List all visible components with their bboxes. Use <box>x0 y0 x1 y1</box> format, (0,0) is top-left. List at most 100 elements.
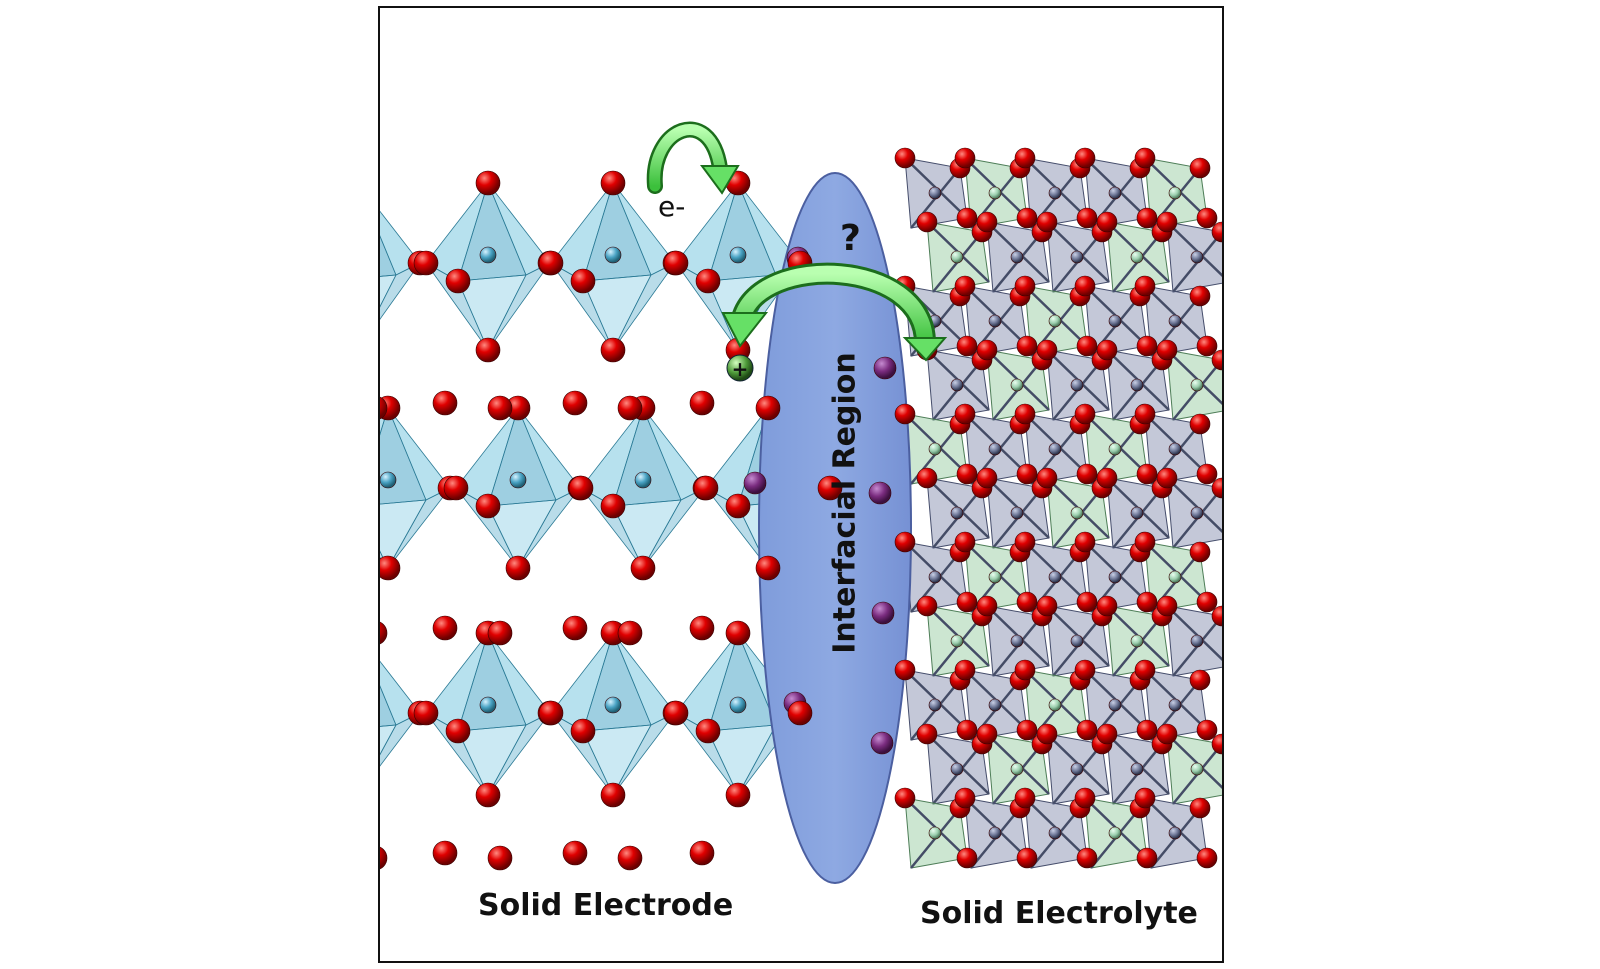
oxygen-atom <box>894 787 916 809</box>
oxygen-atom <box>1076 207 1098 229</box>
oxygen-atom <box>916 595 938 617</box>
oxygen-atom <box>1156 467 1178 489</box>
oxygen-atom <box>487 395 513 421</box>
interface-ion <box>868 481 892 505</box>
cation-sphere-icon: + <box>726 354 754 382</box>
electrolyte-gray-atom <box>1108 314 1122 328</box>
oxygen-atom <box>956 335 978 357</box>
oxygen-atom <box>787 700 813 726</box>
oxygen-atom <box>1036 595 1058 617</box>
interface-ion <box>870 731 894 755</box>
oxygen-atom <box>954 659 976 681</box>
electrolyte-gray-atom <box>1130 762 1144 776</box>
oxygen-atom <box>1211 349 1222 371</box>
electrolyte-gray-atom <box>1168 442 1182 456</box>
oxygen-atom <box>475 782 501 808</box>
oxygen-atom <box>1074 275 1096 297</box>
electrolyte-gray-atom <box>988 442 1002 456</box>
oxygen-atom <box>432 390 458 416</box>
oxygen-atom <box>725 620 751 646</box>
electrolyte-gray-atom <box>950 762 964 776</box>
oxygen-atoms <box>380 147 1222 871</box>
oxygen-atom <box>894 531 916 553</box>
electrolyte-green-atom <box>1190 762 1204 776</box>
oxygen-atom <box>1096 467 1118 489</box>
oxygen-atom <box>1136 335 1158 357</box>
ion-arrow-icon <box>721 262 948 362</box>
oxygen-atom <box>1196 335 1218 357</box>
interface-ion <box>871 601 895 625</box>
electrolyte-green-atom <box>1130 250 1144 264</box>
oxygen-atom <box>689 840 715 866</box>
oxygen-atom <box>380 846 388 870</box>
oxygen-atom <box>1076 591 1098 613</box>
oxygen-atom <box>445 718 471 744</box>
oxygen-atom <box>976 595 998 617</box>
oxygen-atom <box>475 170 501 196</box>
oxygen-atom <box>413 250 439 276</box>
oxygen-atom <box>1189 285 1211 307</box>
electrode-octahedron <box>425 631 551 796</box>
oxygen-atom <box>505 555 531 581</box>
figure-frame: + e- ? Interfacial Region Solid Electrod… <box>378 6 1224 963</box>
electrode-octahedron <box>455 406 581 569</box>
oxygen-atom <box>1211 221 1222 243</box>
electrolyte-green-atom <box>1168 570 1182 584</box>
oxygen-atom <box>475 493 501 519</box>
oxygen-atom <box>1211 477 1222 499</box>
oxygen-atom <box>689 615 715 641</box>
electrolyte-gray-atom <box>1168 314 1182 328</box>
oxygen-atom <box>538 250 564 276</box>
electrolyte-gray-atom <box>1048 826 1062 840</box>
oxygen-atom <box>1156 339 1178 361</box>
electrolyte-gray-atom <box>1070 378 1084 392</box>
crystal-interface-illustration: + <box>380 121 1222 884</box>
oxygen-atom <box>663 250 689 276</box>
oxygen-atom <box>1211 733 1222 755</box>
electrode-octahedron <box>580 406 706 569</box>
oxygen-atom <box>1014 275 1036 297</box>
oxygen-atom <box>1076 719 1098 741</box>
electrode-octahedron <box>550 631 676 796</box>
oxygen-atom <box>1136 719 1158 741</box>
oxygen-atom <box>1016 335 1038 357</box>
oxygen-atom <box>380 555 401 581</box>
oxygen-atom <box>689 390 715 416</box>
oxygen-atom <box>954 147 976 169</box>
electrolyte-gray-atom <box>928 698 942 712</box>
oxygen-atom <box>1134 659 1156 681</box>
oxygen-atom <box>755 395 781 421</box>
electrolyte-gray-atom <box>1108 570 1122 584</box>
oxygen-atom <box>1211 605 1222 627</box>
electrode-metal-atom <box>479 696 497 714</box>
oxygen-atom <box>956 591 978 613</box>
electrolyte-gray-atom <box>1010 634 1024 648</box>
electrolyte-gray-atom <box>1190 506 1204 520</box>
electrolyte-gray-atom <box>928 570 942 584</box>
oxygen-atom <box>570 718 596 744</box>
oxygen-atom <box>1016 463 1038 485</box>
oxygen-atom <box>954 403 976 425</box>
electrolyte-green-atom <box>1070 506 1084 520</box>
oxygen-atom <box>693 475 719 501</box>
electrolyte-green-atom <box>1010 762 1024 776</box>
oxygen-atom <box>1016 207 1038 229</box>
electrolyte-gray-atom <box>950 506 964 520</box>
oxygen-atom <box>630 555 656 581</box>
electrode-octahedron <box>380 406 451 569</box>
electrolyte-gray-atom <box>1130 378 1144 392</box>
oxygen-atom <box>1136 207 1158 229</box>
oxygen-atom <box>380 621 388 645</box>
electrolyte-green-atom <box>950 634 964 648</box>
oxygen-atom <box>976 723 998 745</box>
electrolyte-gray-atom <box>1108 186 1122 200</box>
electrode-octahedron <box>550 181 676 351</box>
electrolyte-green-atom <box>1108 826 1122 840</box>
oxygen-atom <box>1189 669 1211 691</box>
oxygen-atom <box>1014 147 1036 169</box>
oxygen-atom <box>817 475 843 501</box>
electrolyte-green-atom <box>928 442 942 456</box>
oxygen-atom <box>600 170 626 196</box>
oxygen-atom <box>1076 335 1098 357</box>
oxygen-atom <box>1136 847 1158 869</box>
